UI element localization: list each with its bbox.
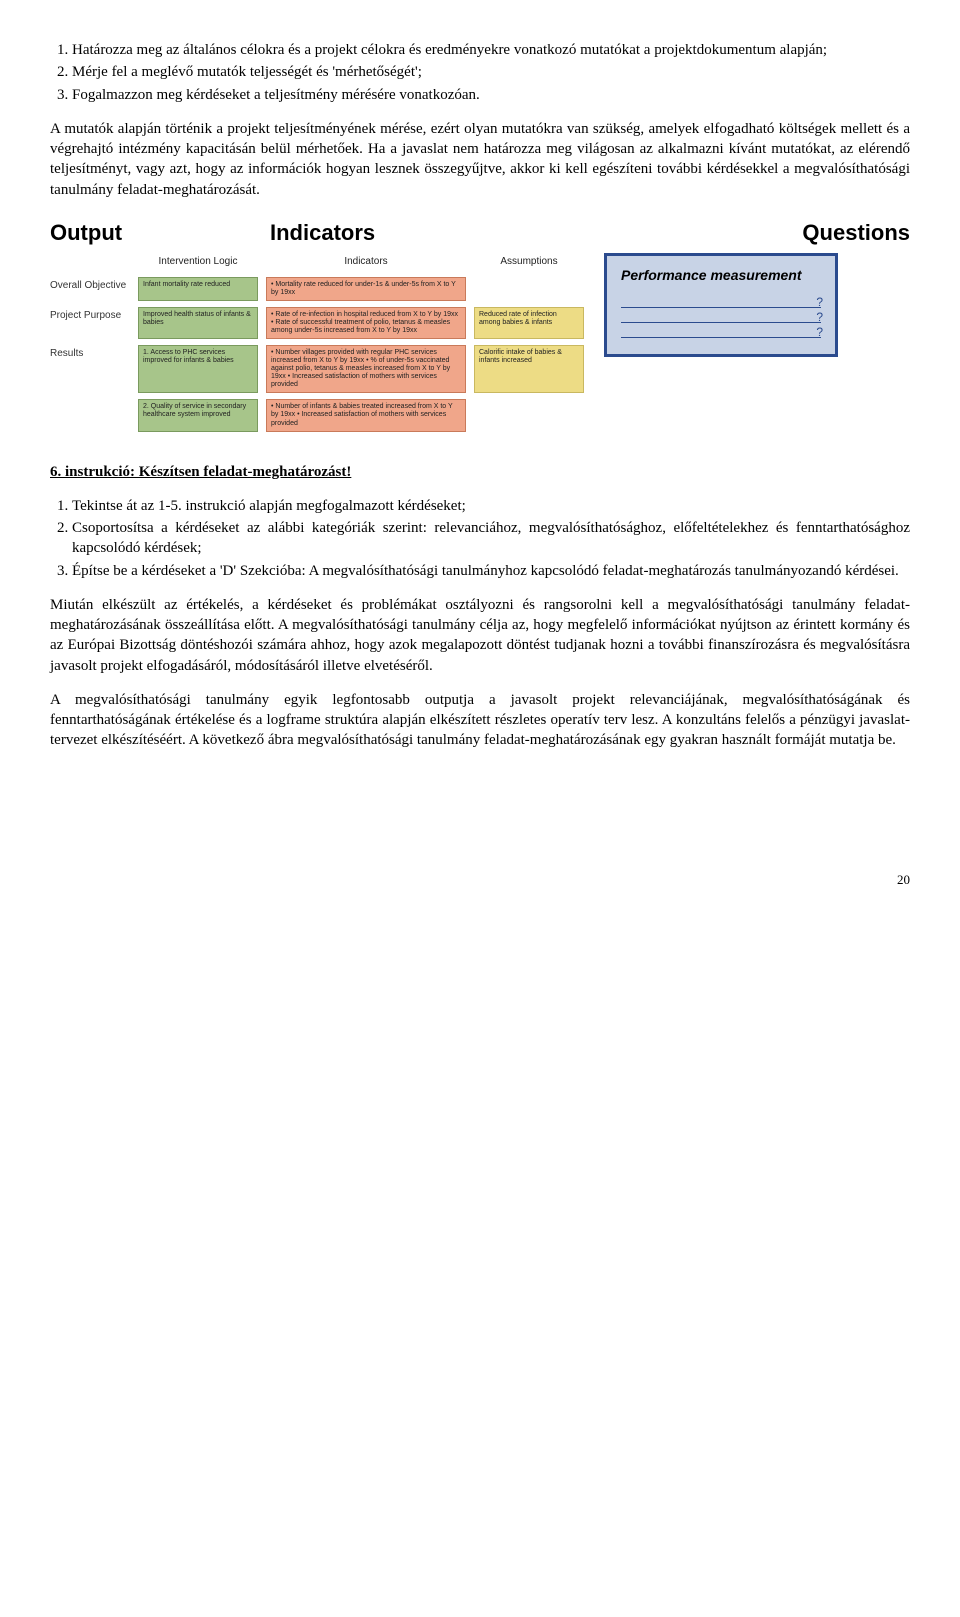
page-number: 20 — [50, 871, 910, 889]
col-indicators: Indicators — [266, 253, 466, 271]
heading-indicators: Indicators — [150, 218, 710, 248]
logframe-matrix: Intervention Logic Indicators Assumption… — [50, 253, 584, 431]
diagram-body: Intervention Logic Indicators Assumption… — [50, 253, 910, 431]
cell-oo-indicators: • Mortality rate reduced for under-1s & … — [266, 277, 466, 301]
cell-r1-indicators: • Number villages provided with regular … — [266, 345, 466, 393]
instr6-item-2: Csoportosítsa a kérdéseket az alábbi kat… — [72, 518, 910, 559]
paragraph-output: A megvalósíthatósági tanulmány egyik leg… — [50, 690, 910, 751]
cell-pp-assumptions: Reduced rate of infection among babies &… — [474, 307, 584, 339]
instruction6-heading: 6. instrukció: Készítsen feladat-meghatá… — [50, 462, 910, 482]
row-overall-objective-label: Overall Objective — [50, 277, 130, 301]
col-intervention-logic: Intervention Logic — [138, 253, 258, 271]
intro-item-3: Fogalmazzon meg kérdéseket a teljesítmén… — [72, 85, 910, 105]
paragraph-indicators: A mutatók alapján történik a projekt tel… — [50, 119, 910, 200]
cell-pp-logic: Improved health status of infants & babi… — [138, 307, 258, 339]
logframe-diagram: Output Indicators Questions Intervention… — [50, 218, 910, 432]
paragraph-evaluation: Miután elkészült az értékelés, a kérdése… — [50, 595, 910, 676]
questions-box: Performance measurement — [604, 253, 838, 357]
intro-ordered-list: Határozza meg az általános célokra és a … — [50, 40, 910, 105]
cell-r1-assumptions: Calorific intake of babies & infants inc… — [474, 345, 584, 393]
diagram-headings: Output Indicators Questions — [50, 218, 910, 248]
col-assumptions: Assumptions — [474, 253, 584, 271]
cell-pp-indicators: • Rate of re-infection in hospital reduc… — [266, 307, 466, 339]
cell-r1-logic: 1. Access to PHC services improved for i… — [138, 345, 258, 393]
instr6-item-3: Építse be a kérdéseket a 'D' Szekcióba: … — [72, 561, 910, 581]
intro-item-1: Határozza meg az általános célokra és a … — [72, 40, 910, 60]
intro-item-2: Mérje fel a meglévő mutatók teljességét … — [72, 62, 910, 82]
row-project-purpose-label: Project Purpose — [50, 307, 130, 339]
cell-r2-logic: 2. Quality of service in secondary healt… — [138, 399, 258, 431]
questions-box-title: Performance measurement — [621, 266, 821, 285]
heading-questions: Questions — [710, 218, 910, 248]
cell-oo-logic: Infant mortality rate reduced — [138, 277, 258, 301]
instr6-item-1: Tekintse át az 1-5. instrukció alapján m… — [72, 496, 910, 516]
cell-r2-indicators: • Number of infants & babies treated inc… — [266, 399, 466, 431]
question-line-2 — [621, 308, 821, 323]
question-line-3 — [621, 323, 821, 338]
question-line-1 — [621, 293, 821, 308]
row-results-label: Results — [50, 345, 130, 393]
instruction6-list: Tekintse át az 1-5. instrukció alapján m… — [50, 496, 910, 581]
heading-output: Output — [50, 218, 150, 248]
